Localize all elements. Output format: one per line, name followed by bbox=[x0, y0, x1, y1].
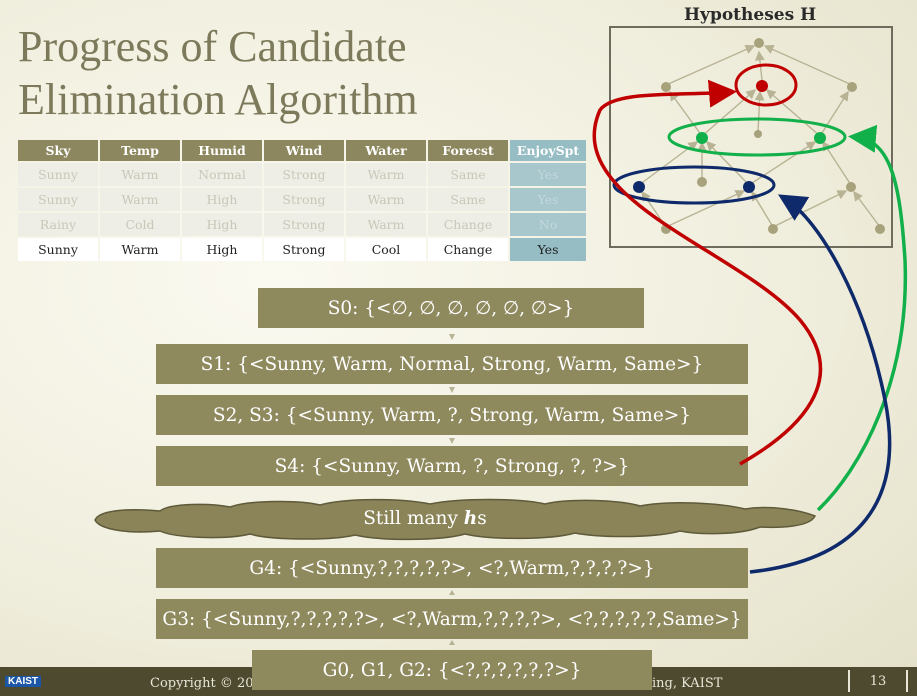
g4-to-g3-arrow bbox=[749, 194, 892, 574]
kaist-logo: KAIST bbox=[5, 676, 41, 687]
table-cell: Sunny bbox=[18, 163, 98, 186]
table-cell: Warm bbox=[100, 163, 180, 186]
header-sky: Sky bbox=[18, 140, 98, 161]
table-cell: Warm bbox=[346, 163, 426, 186]
table-cell: High bbox=[182, 213, 262, 236]
table-cell: Strong bbox=[264, 163, 344, 186]
table-cell: Warm bbox=[100, 238, 180, 261]
table-cell: Same bbox=[428, 163, 508, 186]
hypotheses-label: Hypotheses H bbox=[684, 5, 817, 25]
table-cell: High bbox=[182, 188, 262, 211]
page-number: 13 bbox=[848, 670, 908, 692]
table-cell: Warm bbox=[100, 188, 180, 211]
s1-bar: S1: {<Sunny, Warm, Normal, Strong, Warm,… bbox=[156, 344, 748, 384]
table-cell-target: Yes bbox=[510, 188, 586, 211]
g3-bar: G3: {<Sunny,?,?,?,?,?>, <?,Warm,?,?,?,?>… bbox=[156, 599, 748, 639]
g4-bar: G4: {<Sunny,?,?,?,?,?>, <?,Warm,?,?,?,?>… bbox=[156, 548, 748, 588]
header-water: Water bbox=[346, 140, 426, 161]
s4-bar: S4: {<Sunny, Warm, ?, Strong, ?, ?>} bbox=[156, 446, 748, 486]
table-cell: Change bbox=[428, 213, 508, 236]
still-many-hs-text: Still many hs bbox=[363, 508, 487, 529]
table-header-row: Sky Temp Humid Wind Water Forecst EnjoyS… bbox=[18, 140, 586, 161]
table-cell: Strong bbox=[264, 213, 344, 236]
footer-institution: ing, KAIST bbox=[652, 676, 723, 691]
title-line-1: Progress of Candidate bbox=[18, 22, 407, 71]
title-line-2: Elimination Algorithm bbox=[18, 75, 418, 124]
header-enjoysport: EnjoySpt bbox=[510, 140, 586, 161]
table-cell: Sunny bbox=[18, 188, 98, 211]
table-row: Sunny Warm High Strong Warm Same Yes bbox=[18, 188, 586, 211]
table-cell: Sunny bbox=[18, 238, 98, 261]
header-wind: Wind bbox=[264, 140, 344, 161]
s0-bar: S0: {<∅, ∅, ∅, ∅, ∅, ∅>} bbox=[258, 288, 644, 328]
training-examples-table: Sky Temp Humid Wind Water Forecst EnjoyS… bbox=[16, 138, 588, 263]
hypothesis-space-box bbox=[609, 26, 893, 248]
table-row: Rainy Cold High Strong Warm Change No bbox=[18, 213, 586, 236]
table-cell: Same bbox=[428, 188, 508, 211]
table-cell-target: Yes bbox=[510, 238, 586, 261]
table-cell-target: Yes bbox=[510, 163, 586, 186]
header-humid: Humid bbox=[182, 140, 262, 161]
table-cell: Warm bbox=[346, 188, 426, 211]
table-cell: Warm bbox=[346, 213, 426, 236]
table-row: Sunny Warm Normal Strong Warm Same Yes bbox=[18, 163, 586, 186]
table-cell: Strong bbox=[264, 188, 344, 211]
table-cell: Cool bbox=[346, 238, 426, 261]
table-cell: Change bbox=[428, 238, 508, 261]
g012-bar: G0, G1, G2: {<?,?,?,?,?,?>} bbox=[252, 650, 652, 690]
table-row-current: Sunny Warm High Strong Cool Change Yes bbox=[18, 238, 586, 261]
table-cell: Cold bbox=[100, 213, 180, 236]
header-temp: Temp bbox=[100, 140, 180, 161]
table-cell: High bbox=[182, 238, 262, 261]
table-cell: Strong bbox=[264, 238, 344, 261]
table-cell: Rainy bbox=[18, 213, 98, 236]
s23-bar: S2, S3: {<Sunny, Warm, ?, Strong, Warm, … bbox=[156, 395, 748, 435]
slide-title: Progress of Candidate Elimination Algori… bbox=[18, 20, 578, 126]
footer-copyright: Copyright © 20 bbox=[150, 676, 254, 691]
table-cell: Normal bbox=[182, 163, 262, 186]
table-cell-target: No bbox=[510, 213, 586, 236]
header-forecast: Forecst bbox=[428, 140, 508, 161]
